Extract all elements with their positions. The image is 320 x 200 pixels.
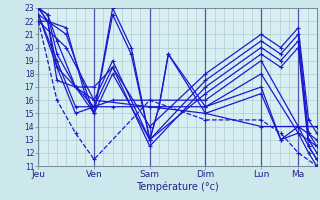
- X-axis label: Température (°c): Température (°c): [136, 182, 219, 192]
